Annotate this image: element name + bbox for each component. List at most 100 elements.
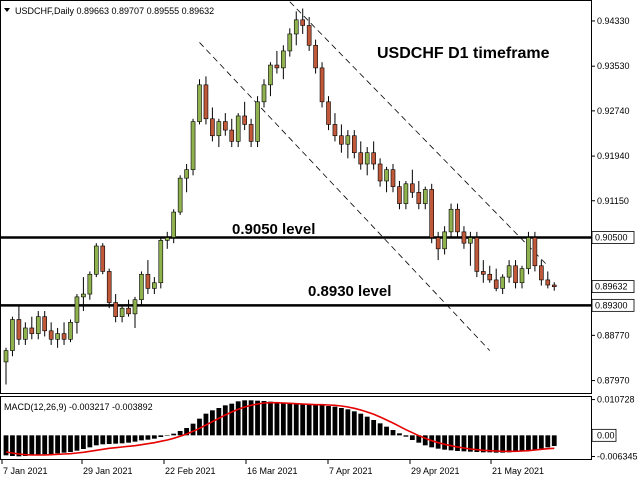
candle-body [397, 186, 402, 204]
price-tag-label: 0.89300 [595, 300, 628, 310]
candle-body [377, 163, 383, 182]
macd-bar [345, 409, 351, 436]
macd-bar [306, 404, 312, 436]
macd-signal-line [5, 401, 555, 456]
macd-bar [519, 435, 525, 452]
macd-bar [87, 435, 93, 448]
macd-bar [526, 435, 531, 451]
macd-bar [384, 426, 389, 436]
candle-body [229, 129, 235, 142]
candle-body [293, 19, 299, 35]
level-upper-label: 0.9050 level [232, 221, 315, 238]
candle-body [416, 191, 422, 204]
macd-bar [48, 435, 54, 454]
candle-body [306, 25, 312, 46]
candle-body [126, 307, 131, 315]
time-tick-label: 7 Jan 2021 [3, 466, 48, 476]
macd-zero-box [591, 428, 617, 442]
macd-bar [81, 435, 86, 449]
candle-body [94, 245, 99, 275]
macd-bar [106, 435, 112, 444]
candle-body [261, 84, 267, 103]
price-tick-label: 0.94330 [597, 16, 630, 26]
candle-body [81, 293, 86, 298]
candle-body [526, 237, 531, 269]
candle-body [468, 237, 473, 244]
macd-bar [390, 430, 396, 436]
macd-bar [3, 435, 9, 456]
macd-bar [493, 435, 499, 453]
macd-bar [274, 402, 280, 436]
candle-body [274, 64, 280, 69]
macd-bar [358, 413, 364, 436]
candle-body [61, 333, 67, 340]
macd-bar [61, 435, 67, 453]
macd-bar [513, 435, 518, 452]
macd-bar [242, 400, 248, 436]
dropdown-arrow-icon[interactable] [4, 8, 10, 12]
candle-body [113, 302, 118, 317]
candle-body [106, 271, 112, 303]
candle-body [287, 33, 293, 52]
macd-bar [332, 406, 338, 436]
macd-bar [500, 435, 506, 453]
price-pane-frame [0, 0, 592, 394]
macd-bar [448, 435, 454, 451]
macd-bar [184, 428, 189, 436]
macd-bar [158, 435, 164, 437]
candle-body [119, 307, 125, 317]
candle-body [461, 231, 467, 244]
price-tick-label: 0.92740 [597, 106, 630, 116]
candle-body [23, 327, 28, 340]
candle-body [203, 84, 209, 120]
candle-body [42, 316, 48, 332]
candle-body [248, 124, 254, 142]
candle-body [177, 177, 183, 213]
macd-bar [145, 435, 151, 440]
macd-bar [255, 400, 260, 436]
macd-bar [235, 401, 241, 436]
time-tick-label: 29 Jan 2021 [83, 466, 133, 476]
candle-body [197, 84, 202, 122]
candle-body [100, 245, 106, 272]
macd-bar [442, 435, 447, 450]
macd-bar [416, 435, 422, 443]
candle-body [448, 208, 454, 233]
candle-body [519, 268, 525, 284]
macd-bar [409, 435, 415, 440]
candle-body [532, 237, 538, 267]
candle-body [455, 208, 460, 233]
candle-body [410, 183, 415, 193]
macd-bar [42, 435, 48, 455]
candle-body [132, 299, 138, 315]
candle-body [384, 169, 389, 182]
macd-bar [506, 435, 512, 453]
candle-body [513, 265, 518, 284]
macd-bar [313, 405, 318, 436]
symbol-header: USDCHF,Daily 0.89663 0.89707 0.89555 0.8… [15, 6, 214, 16]
price-tag-box [591, 298, 635, 312]
macd-bar [164, 435, 170, 436]
candle-body [235, 115, 241, 142]
price-tag-label: 0.90500 [595, 233, 628, 243]
candle-body [506, 265, 512, 278]
candle-body [371, 152, 376, 165]
candle-body [35, 316, 41, 334]
candle-body [268, 64, 273, 86]
candle-body [313, 44, 318, 69]
candle-body [171, 211, 176, 238]
candle-body [319, 67, 325, 103]
candle-body [364, 152, 370, 165]
macd-bar [268, 401, 273, 436]
time-tick-label: 7 Apr 2021 [329, 466, 373, 476]
macd-bar [55, 435, 60, 454]
candle-body [435, 237, 441, 250]
timeframe-title: USDCHF D1 timeframe [377, 45, 550, 62]
candle-body [493, 279, 499, 289]
candle-body [145, 273, 151, 289]
candle-body [10, 319, 15, 351]
price-tick-label: 0.87970 [597, 376, 630, 386]
candle-body [326, 101, 331, 125]
macd-bar [177, 431, 183, 436]
